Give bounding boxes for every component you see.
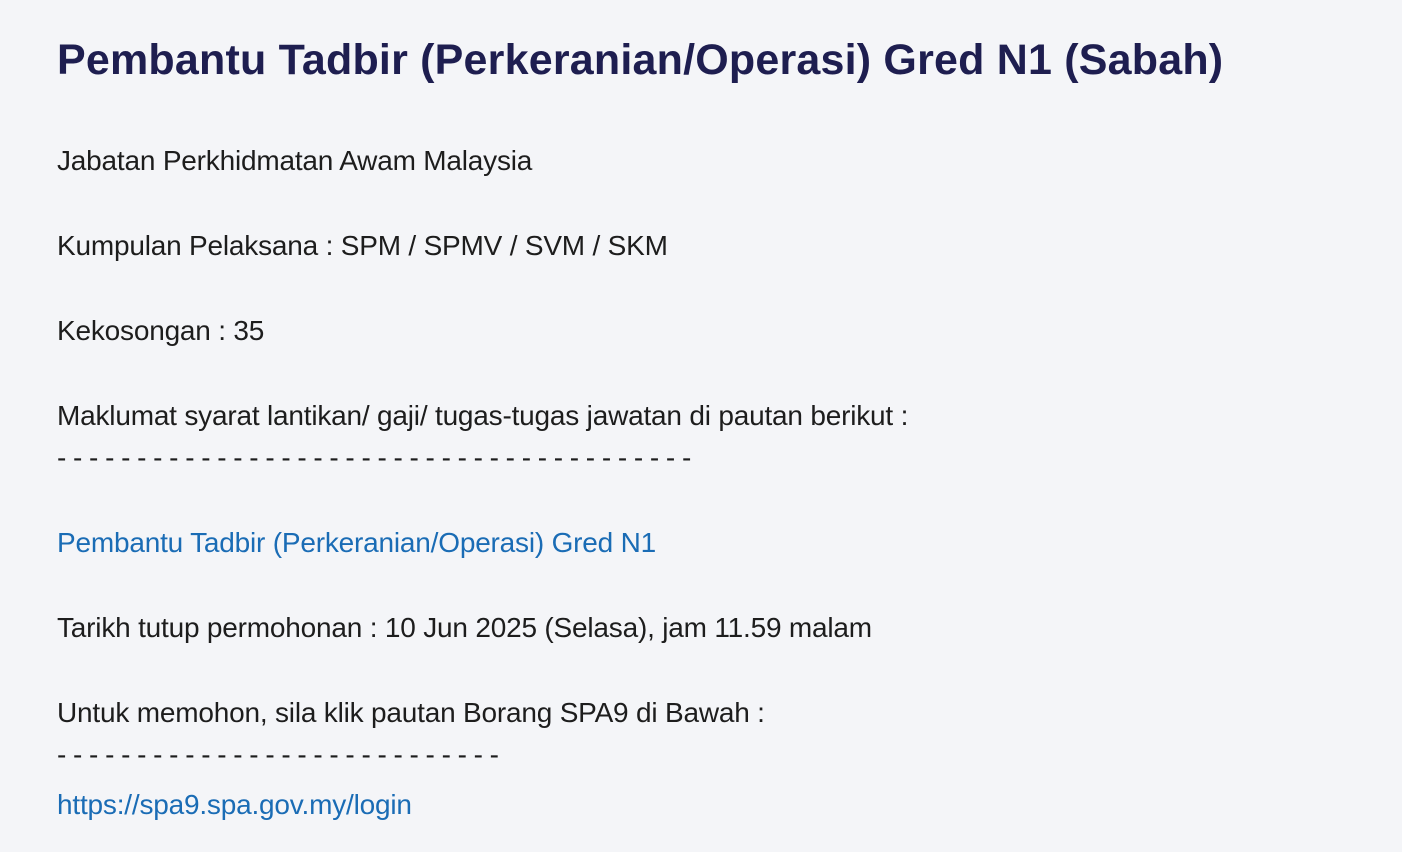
info-line: Maklumat syarat lantikan/ gaji/ tugas-tu…	[57, 400, 909, 431]
apply-url-link[interactable]: https://spa9.spa.gov.my/login	[57, 789, 412, 820]
job-details-link[interactable]: Pembantu Tadbir (Perkeranian/Operasi) Gr…	[57, 527, 657, 558]
divider-dashes-1: ----------------------------------------	[57, 442, 698, 473]
group-line: Kumpulan Pelaksana : SPM / SPMV / SVM / …	[57, 230, 668, 261]
divider-dashes-2: ----------------------------	[57, 739, 506, 770]
page-title: Pembantu Tadbir (Perkeranian/Operasi) Gr…	[57, 36, 1224, 84]
vacancies-line: Kekosongan : 35	[57, 315, 265, 346]
department-line: Jabatan Perkhidmatan Awam Malaysia	[57, 145, 533, 176]
deadline-line: Tarikh tutup permohonan : 10 Jun 2025 (S…	[57, 612, 872, 643]
apply-line: Untuk memohon, sila klik pautan Borang S…	[57, 697, 765, 728]
